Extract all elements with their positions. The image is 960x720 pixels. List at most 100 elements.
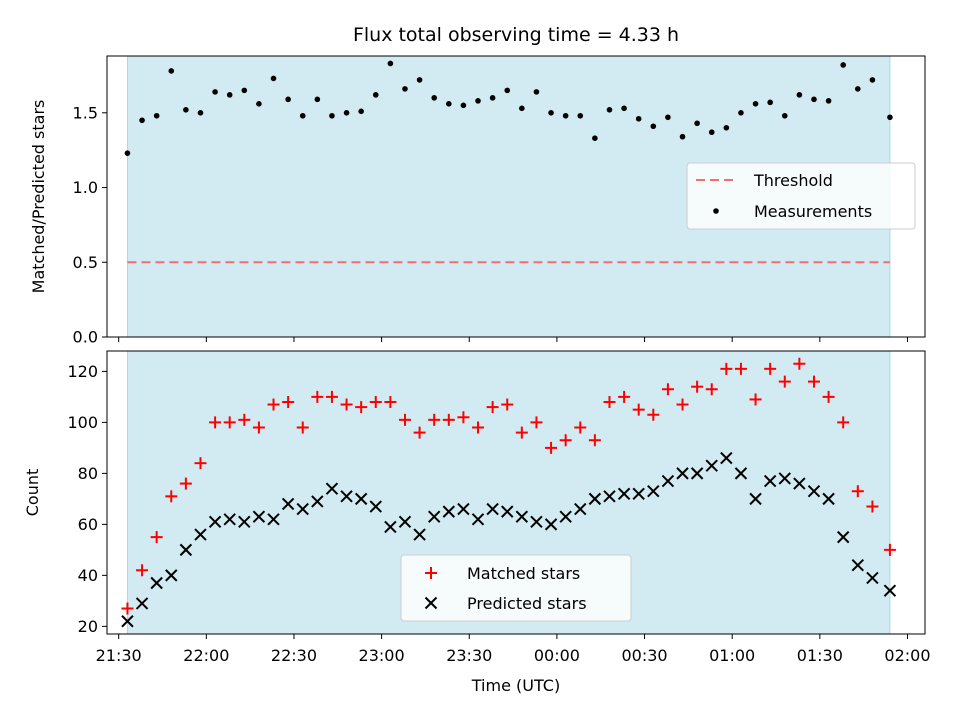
legend-threshold-label: Threshold [753,171,833,190]
measurement-point [226,92,233,98]
predicted-star-point [281,497,295,511]
predicted-star-point-b [194,528,207,541]
predicted-star-point [252,510,266,523]
count-y-tick-label: 120 [67,362,98,381]
measurement-points [124,60,893,156]
predicted-star-point [836,530,850,544]
predicted-star-point [647,485,660,498]
predicted-star-point-b [588,492,602,506]
matched-star-point [618,390,631,403]
count-x-tick-label: 22:00 [183,646,229,665]
measurement-point [358,108,364,115]
measurement-point [577,112,584,119]
matched-star-point [866,500,879,513]
predicted-star-point-b [851,558,865,572]
measurement-point [665,114,671,121]
matched-star-point [486,401,499,414]
predicted-star-point [822,492,835,506]
measurement-point [708,129,715,136]
measurement-point [299,112,306,119]
measurement-point [635,115,642,122]
predicted-star-point-b [883,584,897,597]
count-legend: Matched stars Predicted stars [400,554,632,622]
predicted-star-point-b [676,467,689,480]
count-x-tick-label: 01:30 [797,646,843,665]
predicted-star-point-b [471,513,485,526]
measurement-point [694,120,700,127]
matched-star-point [632,403,645,416]
predicted-star-point [734,467,748,480]
matched-star-point [355,401,368,414]
measurement-point [285,96,291,103]
count-y-tick-label: 100 [67,413,98,432]
measurement-point [241,87,248,94]
predicted-star-point [296,502,309,516]
predicted-star-point-b [544,518,558,531]
predicted-star-point [763,474,777,488]
predicted-star-point [690,467,704,480]
legend-x-mark-b [424,596,438,610]
predicted-star-point [471,513,485,526]
measurement-point [168,68,175,74]
matched-star-point [457,411,470,424]
measurement-point [387,60,394,67]
predicted-star-point [427,510,441,523]
predicted-star-point [179,543,193,557]
matched-star-point [734,362,747,375]
matched-star-point [369,395,382,408]
measurement-point [723,124,730,131]
predicted-star-point [720,451,733,465]
predicted-star-point-b [501,505,514,518]
count-x-tick-label: 23:30 [446,646,492,665]
predicted-star-point-b [369,500,382,513]
legend-measurements-swatch [713,208,719,214]
legend-measurements-label: Measurements [754,202,872,221]
matched-star-point [588,434,601,447]
predicted-star-point-b [807,485,821,498]
matched-star-point [764,362,777,375]
predicted-star-point-b [763,474,777,488]
predicted-star-point-b [340,490,353,503]
predicted-star-point [340,490,353,503]
predicted-star-point [238,515,251,529]
predicted-star-point-b [603,490,616,503]
measurement-point [460,102,467,109]
matched-star-point [501,398,514,411]
legend-x-mark [424,596,438,610]
matched-star-point [252,421,265,434]
matched-star-point [661,383,674,396]
predicted-star-point [705,459,718,472]
count-x-ticks: 21:30 22:00 22:30 23:00 23:30 00:00 00:30 01:00… [96,634,931,665]
measurement-point [343,109,350,116]
predicted-star-point-b [793,477,806,490]
matched-star-point [822,390,835,403]
matched-star-point [209,416,222,429]
predicted-star-point-b [296,502,309,516]
measurement-point [548,109,554,116]
predicted-star-point [486,502,499,516]
x-axis-label: Time (UTC) [471,676,560,695]
measurement-point [475,98,481,104]
measurement-point [124,150,131,156]
measurement-point [621,105,627,112]
predicted-star-point [501,505,514,518]
measurement-point [533,89,540,95]
matched-star-point [384,395,397,408]
count-panel: 20 40 60 80 100 120 21:30 22:00 22:30 23:00 23:30… [23,350,931,695]
matched-star-point [179,477,192,490]
predicted-star-point-b [778,472,791,485]
measurement-point [519,105,525,112]
predicted-star-point [866,571,879,585]
predicted-star-point [807,485,821,498]
predicted-star-point [208,515,222,529]
matched-star-point [296,421,309,434]
predicted-star-point [617,487,631,500]
predicted-star-point [413,528,426,541]
predicted-star-point [778,472,791,485]
count-x-tick-label: 23:00 [359,646,405,665]
count-x-tick-label: 02:00 [884,646,930,665]
measurement-point [606,107,613,113]
measurement-point [796,92,803,98]
measurement-point [153,112,160,119]
predicted-star-point-b [822,492,835,506]
